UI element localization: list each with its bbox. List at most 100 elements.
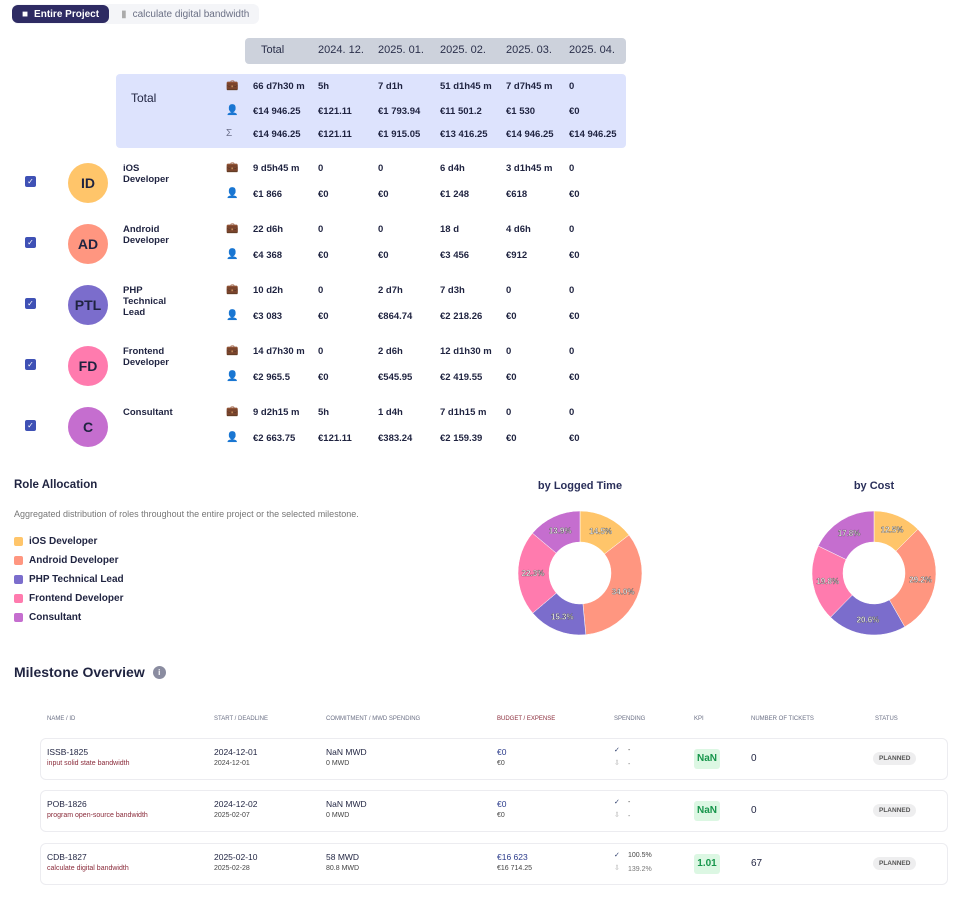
- tab-milestone[interactable]: ▮ calculate digital bandwidth: [121, 8, 250, 20]
- value-cell: 0: [506, 407, 512, 418]
- value-cell: 0: [318, 224, 324, 235]
- sum-icon: Σ: [226, 128, 233, 139]
- value-cell: 7 d3h: [440, 285, 465, 296]
- total-label: Total: [131, 91, 157, 105]
- ticket-count: 0: [751, 753, 757, 764]
- milestone-row[interactable]: [40, 738, 948, 780]
- legend-item: Consultant: [14, 612, 81, 623]
- role-avatar: PTL: [68, 285, 108, 325]
- value-cell: 4 d6h: [506, 224, 531, 235]
- role-allocation-charts: by Logged Time 14.5% 34.0% 15.3% 22.3% 13.9% b…: [517, 480, 937, 636]
- pie-slice[interactable]: [817, 510, 875, 560]
- value-cell: 0: [318, 346, 324, 357]
- period-header: Total 2024. 12. 2025. 01. 2025. 02. 2025. 03…: [245, 38, 626, 64]
- value-cell: €0: [569, 433, 580, 444]
- check-icon: ✓: [614, 799, 620, 806]
- start-date: 2024-12-02: [214, 799, 258, 809]
- value-cell: 0: [506, 346, 512, 357]
- cost-icon: 👤: [226, 249, 239, 260]
- slice-label: 14.5%: [589, 527, 612, 536]
- deadline: 2025-02-07: [214, 812, 250, 819]
- tab-entire-project[interactable]: ■ Entire Project: [12, 5, 110, 23]
- legend-swatch: [14, 613, 23, 622]
- value-cell: €0: [506, 311, 517, 322]
- start-date: 2024-12-01: [214, 747, 258, 757]
- value-cell: €1 248: [440, 189, 470, 200]
- expense: €16 714.25: [497, 865, 533, 872]
- check-icon: ✓: [614, 747, 620, 754]
- legend-swatch: [14, 556, 23, 565]
- pie-slice[interactable]: [582, 534, 643, 635]
- status-badge: PLANNED: [873, 752, 917, 765]
- pie-slice[interactable]: [532, 510, 581, 554]
- value-cell: €864.74: [378, 311, 413, 322]
- value-cell: 5h: [318, 81, 330, 92]
- value-cell: 6 d4h: [440, 163, 465, 174]
- role-allocation-title: Role Allocation: [14, 479, 98, 491]
- value-cell: 14 d7h30 m: [253, 346, 305, 357]
- value-cell: €14 946.25: [569, 129, 617, 140]
- value-cell: €121.11: [318, 433, 352, 444]
- slice-label: 29.2%: [909, 575, 932, 584]
- value-cell: €2 419.55: [440, 372, 483, 383]
- info-icon[interactable]: i: [152, 665, 166, 679]
- role-avatar: C: [68, 407, 108, 447]
- milestone-row[interactable]: [40, 843, 948, 885]
- value-cell: €0: [318, 250, 329, 261]
- milestone-column-header: Name / ID: [47, 716, 76, 722]
- legend-swatch: [14, 537, 23, 546]
- milestone-id[interactable]: ISSB-1825: [47, 747, 89, 757]
- slice-label: 12.5%: [881, 526, 904, 535]
- role-avatar: AD: [68, 224, 108, 264]
- value-cell: 1 d4h: [378, 407, 403, 418]
- budget: €16 623: [497, 852, 528, 862]
- value-cell: €1 915.05: [378, 129, 421, 140]
- value-cell: €383.24: [378, 433, 413, 444]
- value-cell: 3 d1h45 m: [506, 163, 553, 174]
- cost-icon: 👤: [226, 432, 239, 443]
- role-checkbox[interactable]: ✓: [25, 359, 36, 370]
- role-checkbox[interactable]: ✓: [25, 237, 36, 248]
- expense: €0: [497, 812, 505, 819]
- value-cell: €1 866: [253, 189, 283, 200]
- value-cell: 12 d1h30 m: [440, 346, 492, 357]
- chart-title: by Logged Time: [538, 480, 622, 492]
- budget: €0: [497, 747, 507, 757]
- value-cell: 7 d7h45 m: [506, 81, 553, 92]
- milestone-name: calculate digital bandwidth: [47, 865, 129, 872]
- value-cell: 66 d7h30 m: [253, 81, 305, 92]
- milestone-id[interactable]: CDB-1827: [47, 852, 87, 862]
- spending-commitment: 100.5%: [628, 852, 652, 859]
- time-icon: 💼: [226, 284, 239, 295]
- role-checkbox[interactable]: ✓: [25, 176, 36, 187]
- value-cell: €618: [506, 189, 528, 200]
- value-cell: €0: [569, 106, 580, 117]
- milestone-overview-title: Milestone Overview: [14, 664, 145, 680]
- role-checkbox[interactable]: ✓: [25, 298, 36, 309]
- value-cell: €3 083: [253, 311, 283, 322]
- expense: €0: [497, 760, 505, 767]
- kpi-badge: 1.01: [694, 854, 720, 874]
- status-badge: PLANNED: [873, 804, 917, 817]
- slice-label: 17.8%: [838, 529, 861, 538]
- value-cell: 7 d1h: [378, 81, 403, 92]
- value-cell: €121.11: [318, 106, 352, 117]
- value-cell: 0: [378, 224, 384, 235]
- spending-budget: -: [628, 761, 631, 768]
- milestone-column-header: Spending: [614, 716, 646, 722]
- milestone-id[interactable]: POB-1826: [47, 799, 87, 809]
- pie-slice[interactable]: [889, 528, 937, 628]
- milestone-row[interactable]: [40, 790, 948, 832]
- value-cell: €0: [318, 189, 329, 200]
- time-icon: 💼: [226, 162, 239, 173]
- value-cell: 0: [569, 163, 575, 174]
- mwd-spending: 80.8 MWD: [326, 865, 360, 872]
- value-cell: €14 946.25: [253, 129, 301, 140]
- document-icon: ▮: [121, 8, 127, 20]
- role-name: PHP Technical Lead: [123, 285, 167, 318]
- value-cell: €0: [569, 372, 580, 383]
- value-cell: 2 d6h: [378, 346, 403, 357]
- time-icon: 💼: [226, 406, 239, 417]
- role-checkbox[interactable]: ✓: [25, 420, 36, 431]
- value-cell: 0: [569, 346, 575, 357]
